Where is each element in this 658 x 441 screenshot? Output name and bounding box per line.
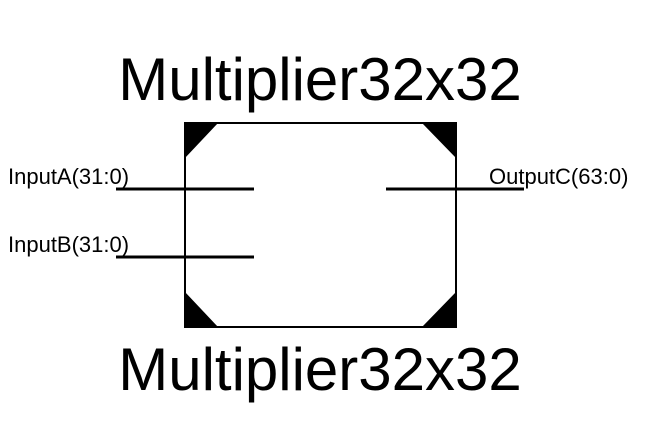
corner-top-right xyxy=(422,123,456,158)
block-title-top: Multiplier32x32 xyxy=(118,46,522,113)
corner-bottom-right xyxy=(422,292,456,327)
corner-top-left xyxy=(185,123,218,158)
corner-bottom-left xyxy=(185,292,218,327)
block-title-bottom: Multiplier32x32 xyxy=(118,336,522,403)
block-body xyxy=(184,122,457,328)
port-label-input-b: InputB(31:0) xyxy=(8,232,130,257)
port-label-input-a: InputA(31:0) xyxy=(8,164,130,189)
port-label-output-c: OutputC(63:0) xyxy=(489,164,629,189)
